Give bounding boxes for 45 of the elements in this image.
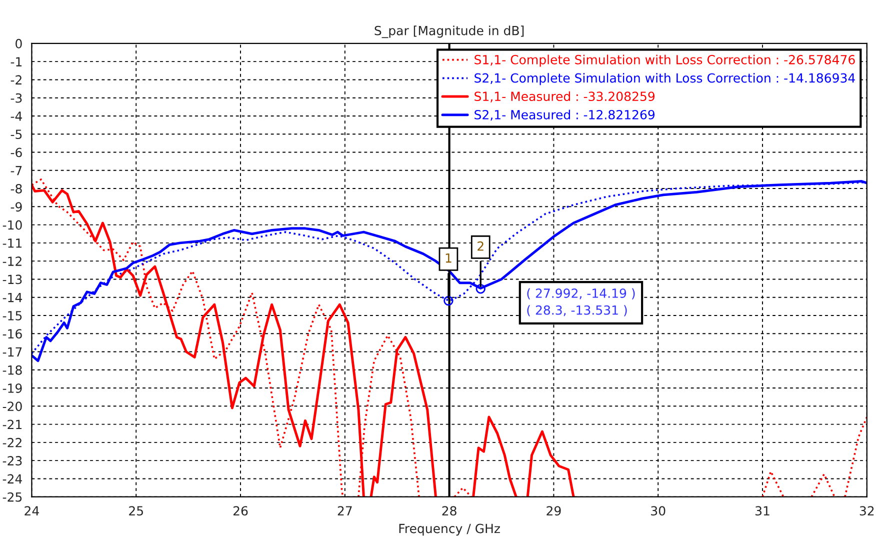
y-tick-label: -7 <box>10 166 22 176</box>
y-tick-label: -13 <box>2 274 22 284</box>
x-tick-label: 28 <box>442 506 456 516</box>
y-tick-label: -18 <box>2 365 22 375</box>
x-tick-label: 25 <box>129 506 143 516</box>
y-tick-label: -25 <box>2 492 22 502</box>
y-tick-label: -24 <box>2 474 22 484</box>
y-tick-label: -23 <box>2 456 22 466</box>
x-axis-title: Frequency / GHz <box>399 524 500 536</box>
y-tick-label: -1 <box>10 57 22 66</box>
y-tick-label: -15 <box>2 311 22 320</box>
y-tick-label: -17 <box>2 347 22 357</box>
y-tick-label: -4 <box>10 112 22 121</box>
y-tick-label: -11 <box>2 238 22 248</box>
y-tick-label: 0 <box>16 38 22 48</box>
y-tick-label: -12 <box>2 256 22 266</box>
y-tick-label: -9 <box>10 202 22 212</box>
x-tick-label: 32 <box>860 506 874 516</box>
x-tick-label: 29 <box>546 506 561 516</box>
annotation: ( 27.992, -14.19 ) <box>527 288 635 300</box>
x-tick-label: 27 <box>338 506 352 516</box>
y-tick-label: -5 <box>10 130 22 140</box>
y-tick-label: -10 <box>2 220 22 230</box>
y-tick-label: -20 <box>2 402 22 412</box>
annotation: 2 <box>478 241 484 251</box>
legend-label: S1,1- Complete Simulation with Loss Correction : -26.578476 <box>474 54 855 67</box>
x-tick-label: 26 <box>233 506 248 516</box>
y-tick-label: -19 <box>2 384 22 393</box>
legend-label: S2,1- Measured : -12.821269 <box>474 110 655 121</box>
y-tick-label: -3 <box>10 93 22 103</box>
y-tick-label: -8 <box>10 184 22 194</box>
x-tick-label: 30 <box>651 506 666 516</box>
y-tick-label: -6 <box>10 148 22 158</box>
x-tick-label: 24 <box>24 506 39 516</box>
legend-label: S2,1- Complete Simulation with Loss Correction : -14.186934 <box>474 73 855 86</box>
y-tick-label: -22 <box>2 438 22 448</box>
y-tick-label: -14 <box>2 292 22 302</box>
y-tick-label: -2 <box>10 75 22 84</box>
annotation: ( 28.3, -13.531 ) <box>527 305 627 316</box>
x-tick-label: 31 <box>756 506 770 516</box>
y-tick-label: -21 <box>2 420 22 430</box>
y-tick-label: -16 <box>2 329 22 339</box>
chart-title: S_par [Magnitude in dB] <box>374 26 524 38</box>
legend-label: S1,1- Measured : -33.208259 <box>474 91 655 102</box>
annotation: 1 <box>446 253 452 263</box>
